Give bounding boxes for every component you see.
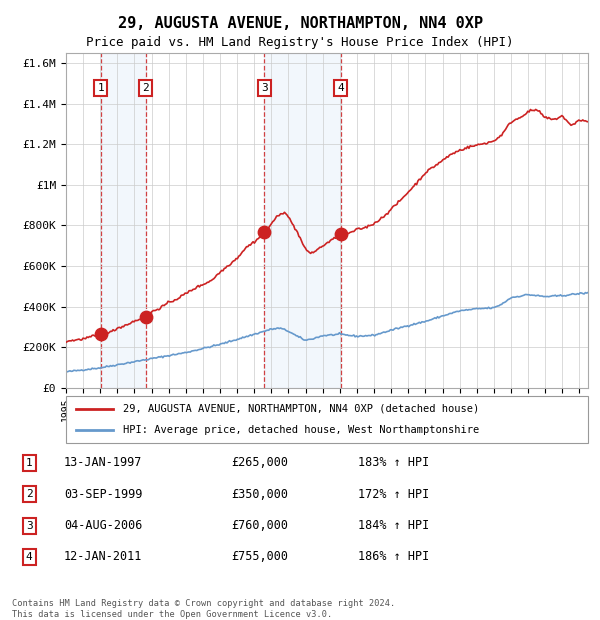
Text: £265,000: £265,000 (231, 456, 288, 469)
Text: 13-JAN-1997: 13-JAN-1997 (64, 456, 142, 469)
Point (336, 229, 346, 239)
Text: 3: 3 (261, 83, 268, 93)
Text: 03-SEP-1999: 03-SEP-1999 (64, 488, 142, 501)
Point (260, 228, 269, 237)
Text: 186% ↑ HPI: 186% ↑ HPI (358, 551, 429, 564)
Point (141, 312, 151, 322)
Text: Contains HM Land Registry data © Crown copyright and database right 2024.
This d: Contains HM Land Registry data © Crown c… (12, 600, 395, 619)
Text: 2: 2 (143, 83, 149, 93)
FancyBboxPatch shape (66, 396, 588, 443)
Text: 4: 4 (26, 552, 32, 562)
Bar (101, 53, 146, 388)
Text: 184% ↑ HPI: 184% ↑ HPI (358, 519, 429, 532)
Text: £760,000: £760,000 (231, 519, 288, 532)
Point (96, 329, 106, 339)
Text: 04-AUG-2006: 04-AUG-2006 (64, 519, 142, 532)
Text: 172% ↑ HPI: 172% ↑ HPI (358, 488, 429, 501)
Text: 1: 1 (26, 458, 32, 468)
Text: £350,000: £350,000 (231, 488, 288, 501)
Text: Price paid vs. HM Land Registry's House Price Index (HPI): Price paid vs. HM Land Registry's House … (86, 36, 514, 49)
Text: 29, AUGUSTA AVENUE, NORTHAMPTON, NN4 0XP: 29, AUGUSTA AVENUE, NORTHAMPTON, NN4 0XP (118, 16, 482, 32)
Text: 3: 3 (26, 521, 32, 531)
Text: 29, AUGUSTA AVENUE, NORTHAMPTON, NN4 0XP (detached house): 29, AUGUSTA AVENUE, NORTHAMPTON, NN4 0XP… (124, 404, 479, 414)
Text: 4: 4 (337, 83, 344, 93)
Text: HPI: Average price, detached house, West Northamptonshire: HPI: Average price, detached house, West… (124, 425, 479, 435)
Text: 2: 2 (26, 489, 32, 499)
Text: 12-JAN-2011: 12-JAN-2011 (64, 551, 142, 564)
Text: £755,000: £755,000 (231, 551, 288, 564)
Text: 1: 1 (98, 83, 104, 93)
Text: 183% ↑ HPI: 183% ↑ HPI (358, 456, 429, 469)
Bar (265, 53, 341, 388)
